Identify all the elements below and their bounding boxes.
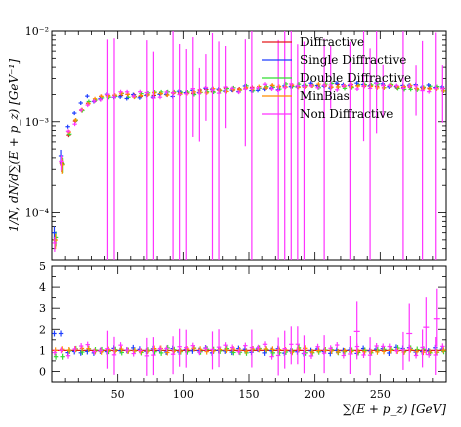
legend-label: Single Diffractive [300,53,406,67]
x-tick-label: 150 [239,388,260,401]
x-tick-label: 50 [111,388,125,401]
ratio-panel: 50 100 150 200 250 0 1 2 3 4 5 [39,260,447,401]
y-tick-label-main: 10⁻³ [25,116,49,129]
y-axis-label: 1/N, dN/d∑(E + p_z) [GeV⁻¹] [7,59,21,232]
x-tick-label: 250 [370,388,391,401]
x-tick-label: 200 [304,388,325,401]
legend-label: Non Diffractive [300,107,393,121]
legend-label: MinBias [300,89,350,103]
y-tick-label-ratio: 2 [39,323,46,336]
y-tick-label-main: 10⁻⁴ [25,207,50,220]
axis-labels: 1/N, dN/d∑(E + p_z) [GeV⁻¹] ∑(E + p_z) [G… [7,59,446,416]
x-axis-label: ∑(E + p_z) [GeV] [343,402,446,416]
legend: Diffractive Single Diffractive Double Diff… [262,35,411,121]
y-tick-label-ratio: 0 [39,365,46,378]
y-tick-label-ratio: 1 [39,344,46,357]
y-tick-label-ratio: 3 [39,302,46,315]
main-panel: 10⁻⁴ 10⁻³ 10⁻² [25,25,447,261]
y-tick-label-ratio: 4 [39,281,46,294]
x-tick-label: 100 [173,388,194,401]
y-tick-label-main: 10⁻² [25,25,49,38]
legend-label: Diffractive [300,35,364,49]
y-tick-label-ratio: 5 [39,260,46,273]
ratio-plot-frame [51,265,447,383]
legend-label: Double Diffractive [300,71,411,85]
